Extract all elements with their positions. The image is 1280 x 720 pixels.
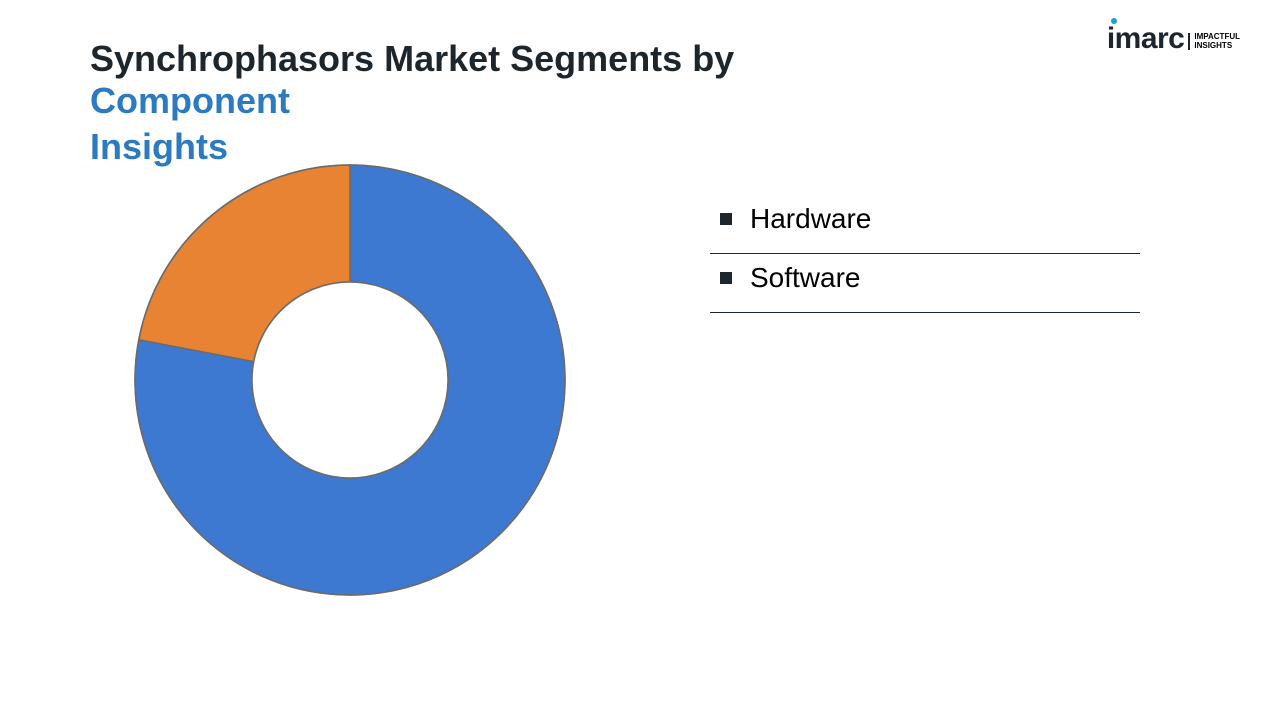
square-bullet-icon <box>720 272 732 284</box>
legend-label: Software <box>750 262 861 294</box>
legend-item-software: Software <box>710 254 1140 313</box>
legend-label: Hardware <box>750 203 871 235</box>
logo-tagline: IMPACTFUL INSIGHTS <box>1188 33 1240 50</box>
logo-dot-icon <box>1111 18 1117 24</box>
title-part-dark: Synchrophasors Market Segments by <box>90 38 734 79</box>
chart-legend: Hardware Software <box>710 195 1140 313</box>
donut-inner-ring <box>252 282 448 478</box>
logo-text: imarc <box>1107 22 1185 56</box>
brand-logo: imarc IMPACTFUL INSIGHTS <box>1107 22 1240 56</box>
chart-title: Synchrophasors Market Segments by Compon… <box>90 38 890 168</box>
square-bullet-icon <box>720 213 732 225</box>
legend-item-hardware: Hardware <box>710 195 1140 254</box>
logo-tagline-2: INSIGHTS <box>1194 42 1240 50</box>
donut-chart <box>120 150 580 610</box>
title-line-1: Synchrophasors Market Segments by Compon… <box>90 38 890 122</box>
donut-svg <box>120 150 580 610</box>
page-root: Synchrophasors Market Segments by Compon… <box>0 0 1280 720</box>
title-part-accent: Component <box>90 80 290 121</box>
